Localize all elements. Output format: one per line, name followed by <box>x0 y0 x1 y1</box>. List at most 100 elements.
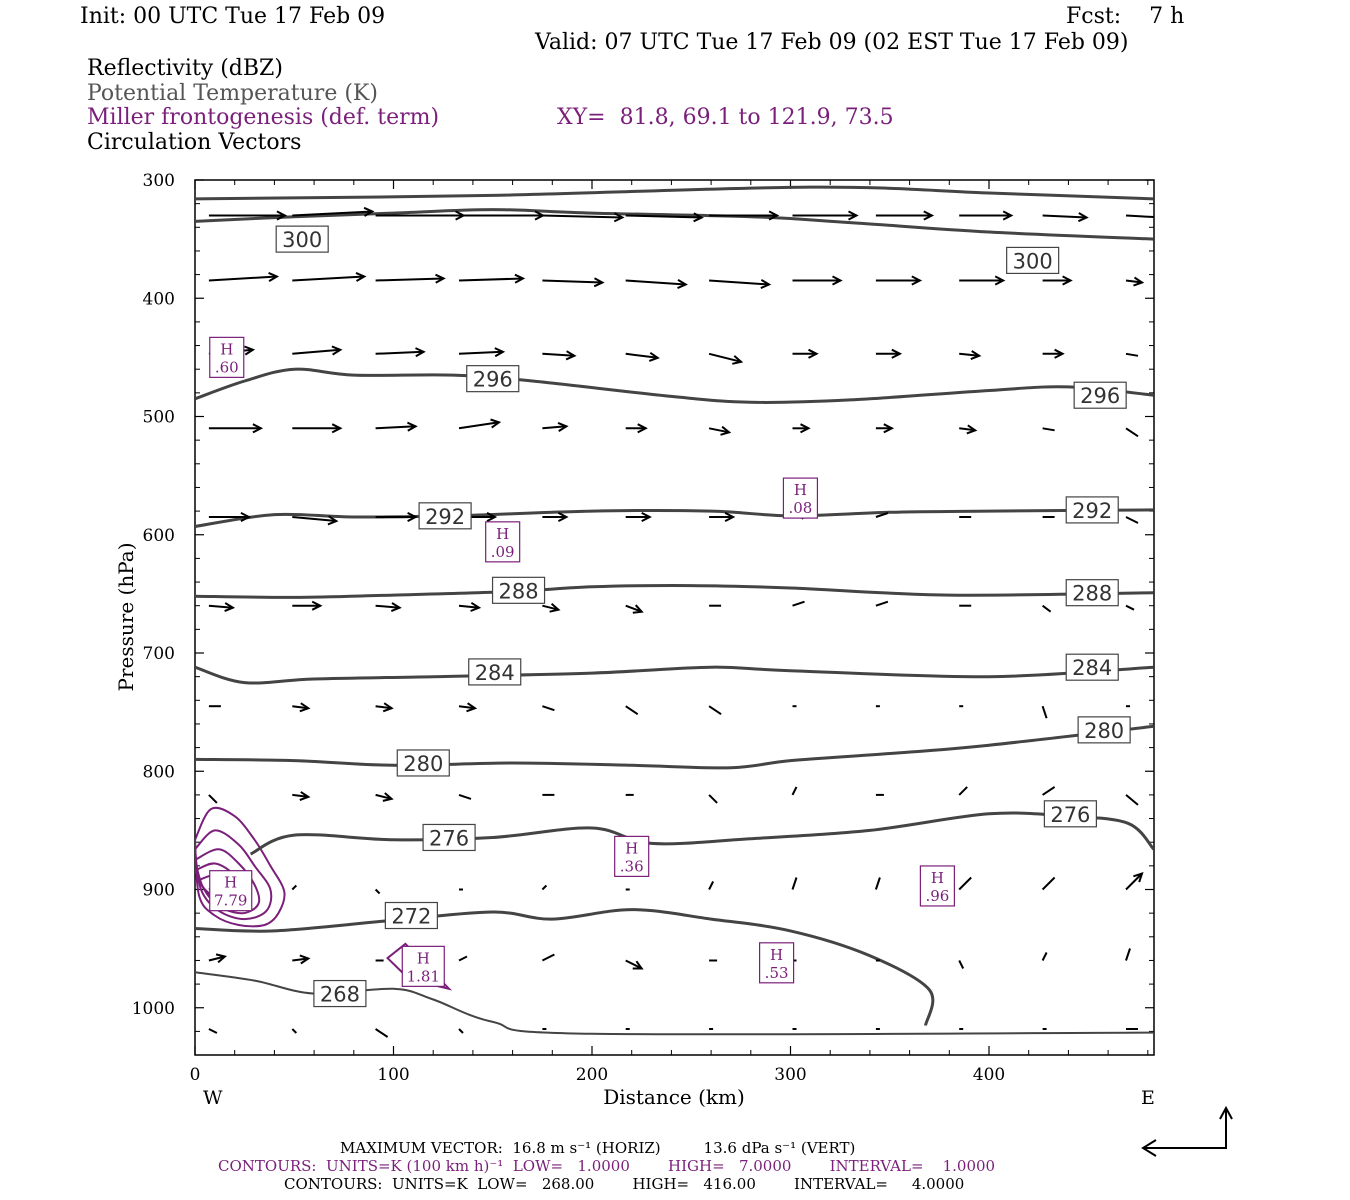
fronto-max-value: .96 <box>925 887 949 905</box>
circulation-vector <box>541 884 548 891</box>
theta-label-box <box>1073 381 1127 409</box>
circulation-vector-head <box>494 347 506 358</box>
circulation-vector <box>1125 427 1139 438</box>
theta-label-box <box>1043 800 1097 828</box>
circulation-vector-head <box>911 275 923 286</box>
theta-label-box <box>422 823 476 852</box>
circulation-vector-head <box>923 210 935 221</box>
circulation-vector-head <box>760 279 772 290</box>
fronto-max-box <box>485 521 521 563</box>
circulation-vector <box>791 877 798 890</box>
circulation-vector <box>625 352 658 359</box>
circulation-vector-head <box>565 350 577 361</box>
circulation-vector <box>1125 872 1143 891</box>
x-tick-label: 400 <box>973 1065 1005 1085</box>
theta-contour-272 <box>195 908 935 1026</box>
circulation-vector-head <box>486 512 498 522</box>
circulation-vector <box>291 1028 298 1034</box>
theta-label-box <box>396 749 450 777</box>
circulation-vector-head <box>276 210 288 221</box>
circulation-vector <box>292 705 309 710</box>
fronto-max-value: 1.81 <box>407 967 440 985</box>
circulation-vector <box>1041 876 1056 891</box>
circulation-vector-head <box>848 210 859 221</box>
y-tick-label: 500 <box>143 408 175 428</box>
field-reflectivity: Reflectivity (dBZ) <box>87 56 283 81</box>
circulation-vector <box>458 705 476 710</box>
theta-label-292: 292 <box>425 505 465 529</box>
circulation-vector <box>708 427 730 434</box>
circulation-vector-head <box>613 212 625 223</box>
circulation-vector-head <box>252 423 264 434</box>
theta-contour-288 <box>195 584 1154 599</box>
circulation-vector-head <box>470 601 482 612</box>
circulation-vector <box>792 600 805 607</box>
circulation-vector-head <box>390 602 402 613</box>
circulation-vector <box>208 794 218 804</box>
circulation-vector <box>291 884 298 891</box>
circulation-vector <box>292 516 337 522</box>
fronto-max-H: H <box>931 869 944 887</box>
circulation-vector <box>292 210 373 217</box>
circulation-vector-head <box>593 277 605 288</box>
y-tick-label: 800 <box>143 762 175 782</box>
fronto-max-H: H <box>224 874 237 892</box>
circulation-vector <box>458 604 480 609</box>
theta-contour-300 <box>195 208 1154 241</box>
circulation-vector-head <box>415 347 426 358</box>
circulation-vector-head <box>382 702 394 713</box>
fronto-max-value: .36 <box>620 857 644 875</box>
theta-label-box <box>1065 579 1119 607</box>
theta-label-box <box>1065 653 1119 681</box>
circulation-vector <box>958 786 968 796</box>
circulation-vector-head <box>832 275 843 286</box>
y-tick-label: 900 <box>143 881 175 901</box>
circulation-vector-head <box>466 702 478 713</box>
circulation-vector <box>458 793 472 800</box>
circulation-vector <box>958 960 965 969</box>
circulation-vector-head <box>363 206 375 217</box>
circulation-vector <box>1042 427 1055 432</box>
circulation-vector <box>1041 952 1048 961</box>
circulation-vector <box>208 275 277 282</box>
cross-section-xy: XY= 81.8, 69.1 to 121.9, 73.5 <box>557 105 894 130</box>
circulation-vector-head <box>1054 348 1065 359</box>
circulation-vector <box>708 705 722 716</box>
fronto-max-box <box>919 865 955 907</box>
x-axis-label: Distance (km) <box>603 1085 745 1109</box>
fronto-max-H: H <box>770 946 783 964</box>
circulation-vector <box>625 214 702 219</box>
y-tick-label: 300 <box>143 171 175 191</box>
circulation-vector-head <box>514 273 526 284</box>
circulation-vector <box>375 705 392 710</box>
circulation-vector-head <box>1133 276 1145 287</box>
theta-label-292: 292 <box>1072 499 1112 523</box>
east-label: E <box>1141 1087 1155 1109</box>
x-tick-label: 300 <box>774 1065 806 1085</box>
circulation-vector <box>208 955 226 962</box>
theta-label-box <box>468 658 522 686</box>
theta-label-276: 276 <box>1050 803 1090 827</box>
theta-label-box <box>1077 716 1131 744</box>
fronto-max-box <box>401 945 445 987</box>
circulation-vector <box>208 1028 218 1034</box>
circulation-vector <box>874 877 881 890</box>
circulation-vector-head <box>800 423 811 434</box>
circulation-vector-head <box>732 355 744 365</box>
circulation-vector-head <box>1153 213 1154 222</box>
circulation-vector-head <box>632 960 644 970</box>
circulation-vector <box>458 350 504 355</box>
circulation-vector <box>625 279 686 286</box>
theta-label-288: 288 <box>1072 582 1112 606</box>
circulation-vector-head <box>883 423 895 434</box>
circulation-vector <box>1125 279 1143 284</box>
circulation-vector <box>1041 705 1048 719</box>
theta-label-300: 300 <box>1013 249 1053 273</box>
y-tick-label: 700 <box>143 644 175 664</box>
circulation-vector <box>1125 948 1131 961</box>
circulation-vector <box>625 705 639 716</box>
x-tick-labels: 0 100 200 300 400 <box>190 1065 1006 1085</box>
valid-time: Valid: 07 UTC Tue 17 Feb 09 (02 EST Tue … <box>535 30 1129 55</box>
theta-label-268: 268 <box>320 983 360 1007</box>
fronto-max-value: .08 <box>788 499 812 517</box>
